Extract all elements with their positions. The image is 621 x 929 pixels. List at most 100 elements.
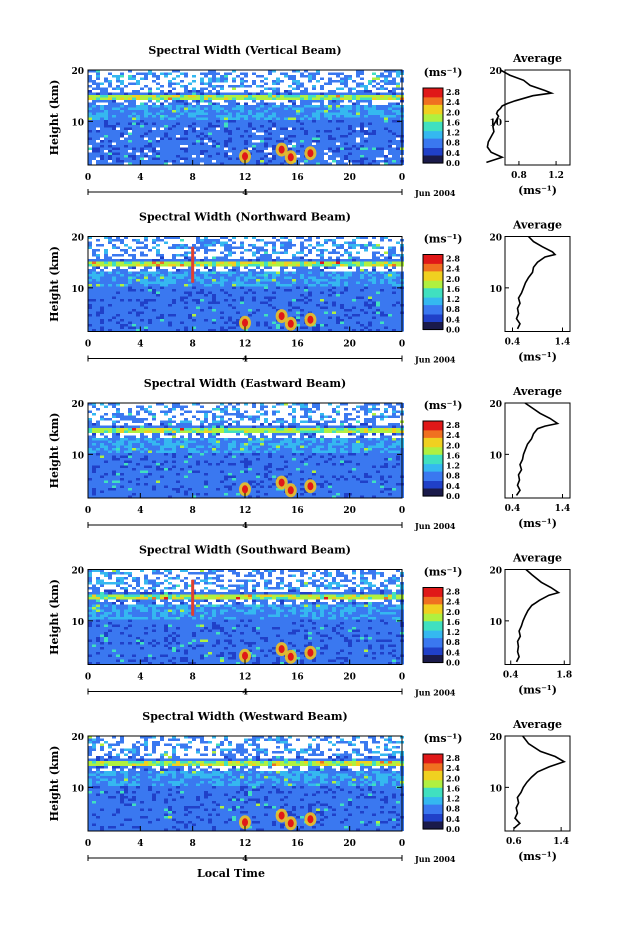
heatmap-cell — [140, 105, 144, 108]
heatmap-cell — [96, 306, 100, 309]
heatmap-cell — [328, 135, 332, 138]
heatmap-cell — [232, 92, 236, 95]
heatmap-cell — [232, 105, 236, 108]
heatmap-cell — [140, 309, 144, 312]
heatmap-cell — [164, 122, 168, 125]
heatmap-cell — [96, 120, 100, 123]
heatmap-cell — [124, 107, 128, 110]
heatmap-cell — [156, 150, 160, 153]
heatmap-cell — [312, 284, 316, 287]
heatmap-cell — [172, 87, 176, 90]
heatmap-cell — [136, 271, 140, 274]
heatmap-cell — [340, 304, 344, 307]
heatmap-cell — [280, 72, 284, 75]
heatmap-cell — [184, 269, 188, 272]
heatmap-cell — [220, 155, 224, 158]
heatmap-cell — [240, 82, 244, 85]
heatmap-cell — [348, 319, 352, 322]
heatmap-cell — [324, 314, 328, 317]
heatmap-cell — [372, 306, 376, 309]
heatmap-cell — [340, 162, 344, 165]
heatmap-cell — [360, 155, 364, 158]
heatmap-cell — [188, 329, 192, 332]
heatmap-cell — [140, 107, 144, 110]
heatmap-cell — [332, 274, 336, 277]
heatmap-cell — [344, 77, 348, 80]
heatmap-cell — [168, 274, 172, 277]
heatmap-cell — [260, 271, 264, 274]
heatmap-cell — [208, 314, 212, 317]
heatmap-cell — [212, 80, 216, 83]
heatmap-cell — [140, 304, 144, 307]
heatmap-cell — [108, 311, 112, 314]
heatmap-cell — [172, 319, 176, 322]
heatmap-cell — [196, 309, 200, 312]
heatmap-cell — [232, 85, 236, 88]
heatmap-cell — [272, 304, 276, 307]
heatmap-cell — [336, 160, 340, 163]
heatmap-cell — [132, 77, 136, 80]
heatmap-cell — [256, 147, 260, 150]
heatmap-cell — [384, 329, 388, 332]
heatmap-cell — [292, 87, 296, 90]
heatmap-cell — [204, 291, 208, 294]
heatmap-cell — [120, 296, 124, 299]
heatmap-cell — [96, 92, 100, 95]
heatmap-cell — [180, 152, 184, 155]
heatmap-cell — [236, 112, 240, 115]
heatmap-cell — [308, 289, 312, 292]
heatmap-cell — [272, 155, 276, 158]
heatmap-cell — [128, 107, 132, 110]
heatmap-cell — [160, 291, 164, 294]
heatmap-cell — [196, 107, 200, 110]
heatmap-cell — [336, 304, 340, 307]
heatmap-cell — [120, 304, 124, 307]
heatmap-cell — [132, 239, 136, 242]
heatmap-cell — [196, 137, 200, 140]
heatmap-cell — [264, 259, 268, 262]
heatmap-cell — [248, 264, 252, 267]
heatmap-cell — [248, 127, 252, 130]
heatmap-cell — [388, 249, 392, 252]
colorbar-segment — [423, 110, 443, 113]
heatmap-cell — [396, 145, 400, 148]
heatmap-cell — [92, 97, 96, 100]
heatmap-cell — [368, 162, 372, 165]
heatmap-cell — [120, 92, 124, 95]
heatmap-cell — [232, 274, 236, 277]
heatmap-cell — [260, 326, 264, 329]
heatmap-cell — [136, 157, 140, 160]
heatmap-cell — [264, 329, 268, 332]
heatmap-cell — [184, 147, 188, 150]
heatmap-cell — [212, 271, 216, 274]
heatmap-cell — [220, 160, 224, 163]
heatmap-cell — [172, 236, 176, 239]
heatmap-cell — [388, 132, 392, 135]
heatmap-cell — [380, 259, 384, 262]
heatmap-cell — [228, 281, 232, 284]
heatmap-cell — [296, 326, 300, 329]
heatmap-cell — [320, 140, 324, 143]
heatmap-cell — [284, 110, 288, 113]
heatmap-cell — [336, 246, 340, 249]
heatmap-cell — [388, 82, 392, 85]
heatmap-cell — [128, 316, 132, 319]
heatmap-cell — [232, 70, 236, 73]
heatmap-cell — [104, 259, 108, 262]
heatmap-cell — [336, 140, 340, 143]
heatmap-cell — [216, 80, 220, 83]
heatmap-cell — [372, 147, 376, 150]
heatmap-cell — [212, 296, 216, 299]
heatmap-cell — [296, 296, 300, 299]
heatmap-cell — [232, 112, 236, 115]
heatmap-cell — [164, 329, 168, 332]
heatmap-cell — [256, 289, 260, 292]
heatmap-cell — [104, 90, 108, 93]
colorbar-segment — [423, 112, 443, 115]
heatmap-cell — [128, 125, 132, 128]
heatmap-cell — [344, 264, 348, 267]
colorbar-segment — [423, 142, 443, 145]
heatmap-cell — [200, 87, 204, 90]
heatmap-cell — [388, 157, 392, 160]
heatmap-cell — [156, 269, 160, 272]
